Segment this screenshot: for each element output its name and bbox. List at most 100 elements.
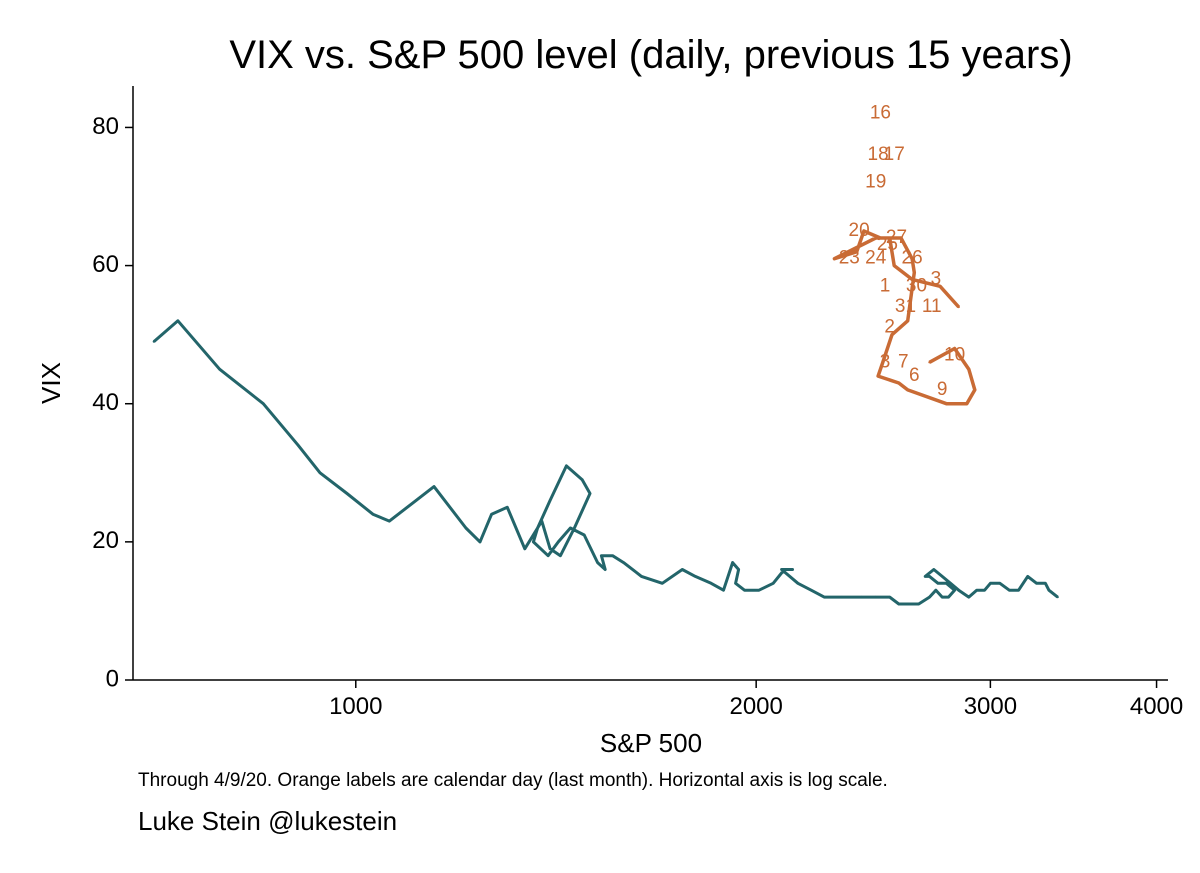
- data-point-last-month: [876, 374, 880, 378]
- day-label: 3: [931, 268, 942, 289]
- footnote: Through 4/9/20. Orange labels are calend…: [138, 770, 888, 791]
- data-point-history: [796, 582, 800, 585]
- data-point-history: [888, 595, 891, 599]
- data-point-history: [152, 340, 156, 343]
- data-point-history: [548, 499, 552, 502]
- day-label: 31: [895, 296, 916, 317]
- data-point-history: [906, 602, 909, 606]
- x-axis-label: S&P 500: [600, 728, 702, 758]
- data-point-history: [588, 492, 592, 495]
- data-point-history: [722, 589, 725, 592]
- data-point-history: [296, 444, 300, 447]
- data-point-history: [546, 554, 550, 557]
- day-label: 23: [839, 248, 860, 269]
- data-point-last-month: [906, 319, 909, 322]
- day-label: 7: [898, 351, 909, 372]
- data-point-history: [947, 595, 950, 599]
- data-point-history: [1047, 589, 1051, 592]
- data-point-history: [596, 561, 599, 564]
- data-point-history: [371, 513, 375, 516]
- data-point-history: [953, 589, 956, 592]
- data-point-history: [1026, 575, 1029, 578]
- day-label: 9: [937, 379, 948, 400]
- data-point-history: [709, 582, 713, 585]
- data-point-history: [640, 575, 643, 578]
- data-point-history: [345, 492, 349, 495]
- data-point-history: [218, 368, 221, 371]
- data-point-history: [532, 540, 535, 544]
- data-point-history: [874, 595, 877, 599]
- data-point-history: [949, 582, 952, 585]
- data-point-last-month: [890, 333, 894, 336]
- day-label: 24: [865, 248, 887, 269]
- data-point-history: [897, 602, 900, 606]
- y-tick-label: 80: [92, 113, 119, 140]
- data-point-history: [1035, 582, 1038, 585]
- data-point-history: [176, 319, 180, 322]
- byline: Luke Stein @lukestein: [138, 806, 398, 836]
- data-point-history: [936, 582, 940, 585]
- data-point-history: [583, 533, 586, 537]
- data-point-history: [604, 568, 607, 571]
- data-point-history: [734, 582, 737, 585]
- data-point-history: [581, 478, 584, 481]
- data-point-history: [840, 595, 844, 599]
- data-point-history: [810, 589, 813, 592]
- data-point-history: [928, 575, 931, 578]
- data-point-last-month: [888, 236, 891, 240]
- day-label: 27: [886, 227, 907, 248]
- day-label: 3: [880, 351, 891, 372]
- data-point-last-month: [910, 278, 914, 281]
- data-point-last-month: [938, 285, 942, 288]
- data-point-last-month: [967, 368, 970, 371]
- data-point-history: [506, 506, 509, 509]
- y-axis-label: VIX: [36, 362, 66, 404]
- x-tick-label: 2000: [729, 693, 782, 720]
- data-point-last-month: [910, 257, 914, 260]
- data-point-history: [823, 595, 826, 599]
- day-label: 25: [877, 234, 898, 255]
- data-point-history: [934, 589, 938, 592]
- data-point-last-month: [862, 229, 866, 233]
- data-point-last-month: [879, 236, 882, 240]
- data-point-history: [928, 595, 931, 599]
- data-point-history: [983, 589, 986, 592]
- data-point-history: [957, 589, 960, 592]
- data-point-last-month: [928, 361, 931, 364]
- data-point-history: [1008, 589, 1011, 592]
- data-point-history: [941, 595, 944, 599]
- data-point-history: [414, 499, 418, 502]
- data-point-history: [945, 582, 948, 585]
- data-point-history: [924, 575, 927, 578]
- y-tick-label: 60: [92, 251, 119, 278]
- day-label: 18: [868, 144, 889, 165]
- data-point-history: [611, 554, 614, 557]
- data-point-last-month: [953, 347, 956, 350]
- data-point-history: [731, 561, 734, 564]
- data-point-history: [932, 568, 935, 571]
- data-point-history: [772, 582, 775, 585]
- data-point-history: [780, 568, 783, 571]
- data-point-history: [860, 595, 863, 599]
- data-point-history: [998, 582, 1002, 585]
- data-point-history: [975, 589, 978, 592]
- data-point-history: [573, 526, 576, 530]
- data-point-last-month: [973, 388, 976, 392]
- day-label: 26: [902, 248, 923, 269]
- x-tick-label: 3000: [964, 693, 1017, 720]
- data-point-history: [622, 561, 625, 564]
- data-point-history: [681, 568, 684, 571]
- data-point-history: [989, 582, 992, 585]
- data-point-history: [783, 568, 786, 571]
- y-tick-label: 0: [106, 665, 119, 692]
- data-point-history: [743, 589, 746, 592]
- data-point-history: [600, 554, 603, 557]
- data-point-last-month: [913, 271, 916, 274]
- x-tick-label: 4000: [1130, 693, 1183, 720]
- data-point-history: [1044, 582, 1047, 585]
- data-point-history: [565, 464, 568, 468]
- data-point-history: [917, 602, 920, 606]
- data-point-last-month: [855, 250, 858, 253]
